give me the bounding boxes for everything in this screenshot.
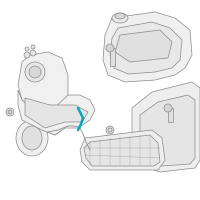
Polygon shape [18,90,95,135]
Ellipse shape [112,13,128,23]
Circle shape [106,44,114,52]
Polygon shape [115,30,172,62]
Circle shape [106,126,114,134]
Circle shape [31,45,35,49]
Polygon shape [110,22,182,74]
Circle shape [29,66,41,78]
Circle shape [8,110,12,114]
Ellipse shape [16,120,48,156]
Polygon shape [42,110,65,135]
Circle shape [25,62,45,82]
Ellipse shape [115,13,125,19]
Polygon shape [80,130,165,170]
Circle shape [164,104,172,112]
Circle shape [30,50,36,56]
Polygon shape [103,12,192,82]
Circle shape [24,52,30,58]
Ellipse shape [22,126,42,150]
Polygon shape [140,95,195,166]
Polygon shape [18,52,68,112]
Polygon shape [132,82,200,172]
Circle shape [25,47,29,51]
Circle shape [108,128,112,132]
Bar [110,48,115,66]
Polygon shape [25,98,88,128]
Circle shape [6,108,14,116]
Bar [168,108,173,122]
Polygon shape [84,135,160,166]
